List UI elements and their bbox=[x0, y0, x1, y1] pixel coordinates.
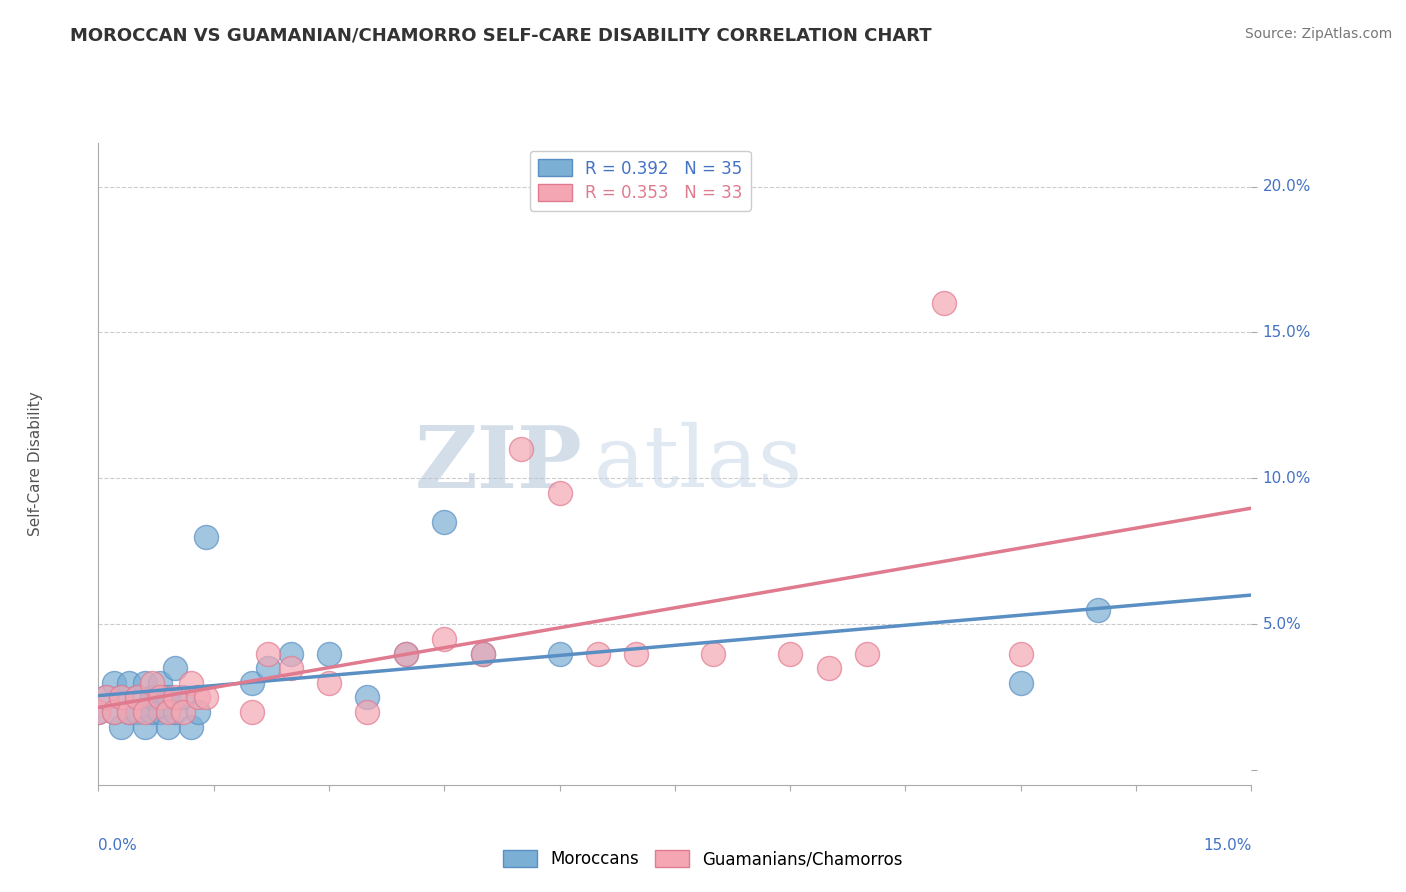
Point bbox=[1010, 647, 1032, 661]
Point bbox=[149, 705, 172, 719]
Point bbox=[280, 661, 302, 675]
Point bbox=[586, 647, 609, 661]
Point bbox=[165, 661, 187, 675]
Text: 10.0%: 10.0% bbox=[1263, 471, 1310, 486]
Point bbox=[156, 690, 179, 705]
Text: 15.0%: 15.0% bbox=[1263, 325, 1310, 340]
Point bbox=[626, 647, 648, 661]
Point bbox=[103, 705, 125, 719]
Point bbox=[471, 647, 494, 661]
Point bbox=[356, 705, 378, 719]
Point bbox=[548, 486, 571, 500]
Point bbox=[356, 690, 378, 705]
Point bbox=[110, 690, 132, 705]
Point bbox=[118, 705, 141, 719]
Point bbox=[187, 705, 209, 719]
Point bbox=[87, 705, 110, 719]
Text: 5.0%: 5.0% bbox=[1263, 617, 1301, 632]
Point bbox=[548, 647, 571, 661]
Text: 0.0%: 0.0% bbox=[98, 838, 138, 853]
Point bbox=[395, 647, 418, 661]
Point bbox=[1010, 675, 1032, 690]
Point bbox=[103, 705, 125, 719]
Point bbox=[817, 661, 839, 675]
Point bbox=[134, 705, 156, 719]
Point bbox=[318, 675, 340, 690]
Point bbox=[318, 647, 340, 661]
Text: Self-Care Disability: Self-Care Disability bbox=[28, 392, 42, 536]
Point bbox=[165, 690, 187, 705]
Text: ZIP: ZIP bbox=[415, 422, 582, 506]
Point bbox=[165, 705, 187, 719]
Point bbox=[856, 647, 879, 661]
Text: 20.0%: 20.0% bbox=[1263, 179, 1310, 194]
Point bbox=[118, 705, 141, 719]
Point bbox=[195, 530, 218, 544]
Legend: R = 0.392   N = 35, R = 0.353   N = 33: R = 0.392 N = 35, R = 0.353 N = 33 bbox=[530, 151, 751, 211]
Legend: Moroccans, Guamanians/Chamorros: Moroccans, Guamanians/Chamorros bbox=[496, 843, 910, 875]
Point bbox=[141, 705, 163, 719]
Point bbox=[779, 647, 801, 661]
Point bbox=[110, 690, 132, 705]
Point bbox=[156, 720, 179, 734]
Point bbox=[118, 675, 141, 690]
Point bbox=[141, 690, 163, 705]
Point bbox=[141, 675, 163, 690]
Point bbox=[149, 690, 172, 705]
Point bbox=[510, 442, 533, 457]
Point bbox=[195, 690, 218, 705]
Point bbox=[256, 647, 278, 661]
Point bbox=[471, 647, 494, 661]
Point bbox=[125, 690, 148, 705]
Point bbox=[134, 675, 156, 690]
Text: Source: ZipAtlas.com: Source: ZipAtlas.com bbox=[1244, 27, 1392, 41]
Point bbox=[433, 632, 456, 646]
Point bbox=[395, 647, 418, 661]
Point bbox=[180, 720, 202, 734]
Point bbox=[240, 675, 263, 690]
Point bbox=[125, 690, 148, 705]
Point bbox=[87, 705, 110, 719]
Point bbox=[134, 720, 156, 734]
Point bbox=[103, 675, 125, 690]
Point bbox=[110, 720, 132, 734]
Point bbox=[156, 705, 179, 719]
Text: MOROCCAN VS GUAMANIAN/CHAMORRO SELF-CARE DISABILITY CORRELATION CHART: MOROCCAN VS GUAMANIAN/CHAMORRO SELF-CARE… bbox=[70, 27, 932, 45]
Point bbox=[240, 705, 263, 719]
Point bbox=[256, 661, 278, 675]
Point bbox=[702, 647, 724, 661]
Text: 15.0%: 15.0% bbox=[1204, 838, 1251, 853]
Point bbox=[433, 515, 456, 529]
Point bbox=[180, 675, 202, 690]
Point bbox=[1087, 603, 1109, 617]
Point bbox=[932, 296, 955, 310]
Point bbox=[94, 690, 117, 705]
Point bbox=[172, 705, 194, 719]
Point bbox=[172, 690, 194, 705]
Point bbox=[94, 690, 117, 705]
Point bbox=[187, 690, 209, 705]
Point bbox=[125, 705, 148, 719]
Text: atlas: atlas bbox=[595, 422, 803, 506]
Point bbox=[149, 675, 172, 690]
Point bbox=[280, 647, 302, 661]
